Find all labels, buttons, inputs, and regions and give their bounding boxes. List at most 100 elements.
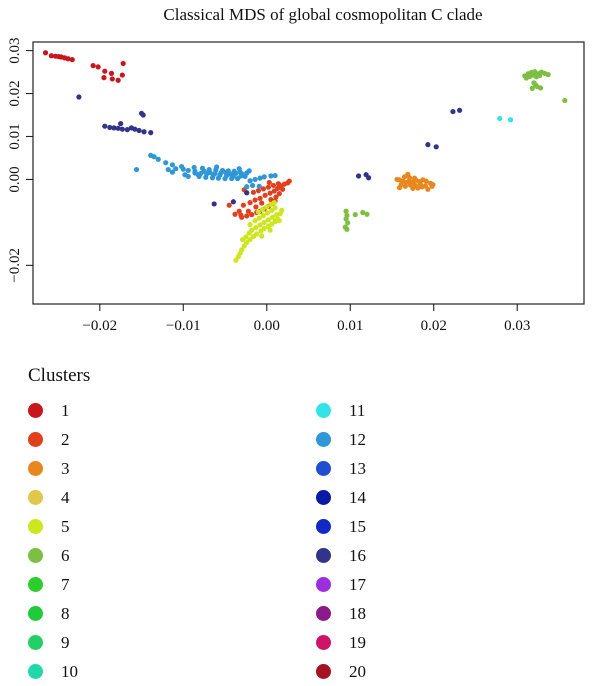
y-tick-label: 0.01 — [7, 123, 23, 149]
y-tick-label: 0.03 — [7, 37, 23, 63]
data-point — [253, 204, 259, 210]
legend-swatch-icon — [316, 461, 331, 476]
data-point — [173, 166, 179, 172]
legend-item-16: 16 — [316, 541, 366, 570]
data-point — [236, 208, 242, 214]
y-axis: −0.02 0.00 0.01 0.02 0.03 — [7, 37, 33, 283]
data-point — [218, 170, 224, 176]
data-point — [185, 167, 191, 174]
legend-label: 14 — [349, 487, 366, 507]
data-point — [355, 173, 362, 179]
legend-label: 6 — [61, 545, 70, 565]
data-point — [185, 173, 191, 180]
legend-item-6: 6 — [28, 541, 78, 570]
data-point — [537, 85, 544, 91]
x-tick-label: −0.01 — [166, 318, 201, 334]
legend-swatch-icon — [28, 664, 43, 679]
legend-item-14: 14 — [316, 483, 366, 512]
data-point — [215, 175, 221, 181]
data-point — [394, 176, 400, 183]
data-point — [249, 182, 256, 189]
data-point — [423, 178, 429, 184]
data-point — [119, 126, 125, 132]
plot-frame — [32, 41, 585, 305]
data-point — [259, 233, 265, 239]
data-point — [270, 214, 276, 220]
data-point — [532, 82, 539, 88]
data-point — [275, 181, 282, 187]
data-point — [203, 174, 209, 180]
legend-item-15: 15 — [316, 512, 366, 541]
data-point — [252, 197, 258, 203]
legend-swatch-icon — [28, 461, 43, 476]
data-point — [352, 212, 358, 218]
data-point — [101, 75, 107, 81]
legend-label: 18 — [349, 603, 366, 623]
legend-swatch-icon — [28, 548, 43, 563]
mds-scatter-chart: Classical MDS of global cosmopolitan C c… — [7, 5, 585, 334]
data-point — [246, 230, 252, 236]
data-point — [48, 53, 54, 59]
legend-label: 3 — [61, 458, 70, 478]
data-point — [507, 117, 514, 123]
data-point — [244, 239, 250, 246]
x-tick-label: 0.01 — [337, 318, 363, 334]
data-point — [262, 192, 268, 198]
data-point — [136, 127, 142, 134]
data-point — [244, 184, 250, 190]
data-point — [90, 63, 96, 69]
data-point — [256, 215, 262, 221]
data-point — [529, 85, 535, 91]
data-point — [124, 127, 130, 133]
data-point — [250, 189, 256, 195]
data-point — [115, 125, 121, 131]
data-point — [364, 211, 370, 217]
x-tick-label: 0.03 — [504, 318, 530, 334]
data-point — [562, 97, 568, 104]
chart-title: Classical MDS of global cosmopolitan C c… — [163, 5, 482, 24]
data-point — [247, 178, 253, 184]
data-point — [267, 227, 273, 233]
data-point — [95, 64, 101, 70]
series-cluster-11 — [497, 115, 514, 123]
legend-item-2: 2 — [28, 425, 78, 454]
series-cluster-12 — [133, 152, 278, 190]
data-point — [201, 168, 207, 174]
legend-label: 19 — [349, 632, 366, 652]
data-point — [343, 208, 349, 214]
legend-item-1: 1 — [28, 396, 78, 425]
legend-swatch-icon — [28, 606, 43, 621]
x-axis: −0.02 −0.01 0.00 0.01 0.02 0.03 — [82, 304, 530, 334]
data-point — [276, 218, 282, 224]
data-point — [191, 164, 197, 171]
data-point — [69, 57, 75, 63]
data-point — [239, 247, 245, 253]
legend-swatch-icon — [28, 432, 43, 447]
legend-swatch-icon — [316, 635, 331, 650]
data-point — [227, 171, 233, 177]
data-point — [259, 200, 265, 206]
legend-label: 8 — [61, 603, 70, 623]
data-point — [169, 162, 176, 168]
data-point — [279, 207, 285, 213]
data-point — [109, 76, 115, 82]
legend-item-11: 11 — [316, 396, 366, 425]
data-point — [411, 175, 418, 181]
legend-swatch-icon — [316, 606, 331, 621]
legend-label: 1 — [61, 400, 70, 420]
legend-item-18: 18 — [316, 599, 366, 628]
legend-item-8: 8 — [28, 599, 78, 628]
legend-swatch-icon — [28, 490, 43, 505]
legend-swatch-icon — [316, 403, 331, 418]
legend-item-5: 5 — [28, 512, 78, 541]
legend-label: 7 — [61, 574, 70, 594]
data-point — [396, 185, 403, 191]
data-point — [267, 190, 273, 196]
legend-swatch-icon — [28, 403, 43, 418]
data-point — [366, 175, 372, 181]
legend-item-7: 7 — [28, 570, 78, 599]
data-point — [260, 212, 267, 219]
data-point — [119, 72, 125, 78]
data-point — [155, 156, 161, 162]
data-point — [245, 208, 251, 214]
